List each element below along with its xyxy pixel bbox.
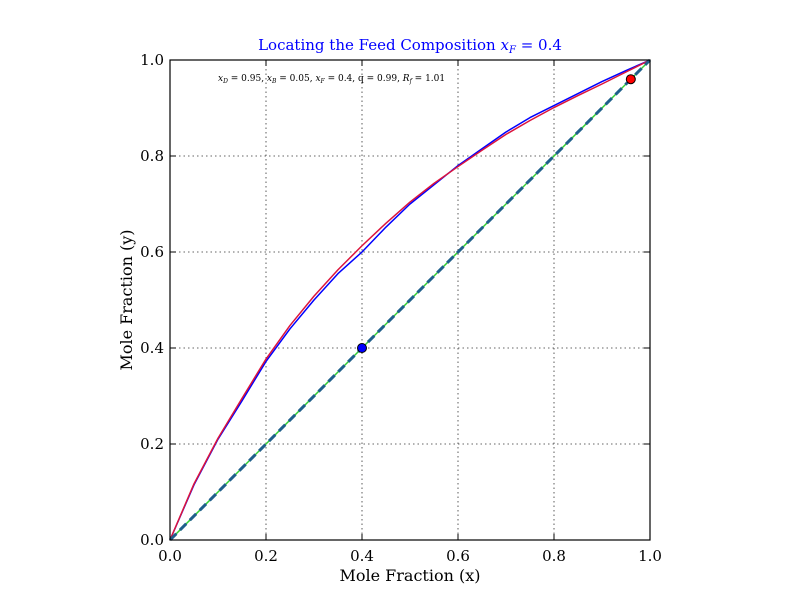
series-line-4: [168, 58, 652, 542]
y-axis-label: Mole Fraction (y): [117, 229, 136, 370]
y-tick-label: 0.8: [140, 147, 164, 165]
plot-frame: [169, 59, 651, 541]
chart-title-value: = 0.4: [516, 36, 562, 54]
y-tick-label: 0.2: [140, 435, 164, 453]
annotation-rf-value: = 1.01: [412, 74, 445, 84]
chart-title-math: x: [501, 36, 510, 54]
chart-title: Locating the Feed Composition xF = 0.4: [258, 36, 562, 56]
chart-title-math-sub: F: [508, 45, 517, 56]
y-tick-label: 1.0: [140, 51, 164, 69]
y-tick-label: 0.0: [140, 531, 164, 549]
annotation-xf-value: = 0.4, q = 0.99,: [325, 74, 403, 84]
y-tick-label: 0.4: [140, 339, 164, 357]
series-line-2: [169, 59, 651, 541]
chart-title-text: Locating the Feed Composition: [258, 36, 496, 54]
y-tick-label: 0.6: [140, 243, 164, 261]
x-tick-label: 1.0: [638, 547, 662, 565]
x-tick-label: 0.0: [158, 547, 182, 565]
marker-point-2: [625, 74, 636, 85]
series-line-1: [169, 59, 651, 541]
x-tick-label: 0.4: [350, 547, 374, 565]
x-tick-label: 0.6: [446, 547, 470, 565]
marker-point-1: [357, 343, 367, 353]
annotation-xd-value: = 0.95,: [228, 74, 267, 84]
series-group: [168, 58, 652, 542]
annotation-xb-value: = 0.05,: [276, 74, 315, 84]
x-tick-label: 0.2: [254, 547, 278, 565]
parameters-annotation: xD = 0.95, xB = 0.05, xF = 0.4, q = 0.99…: [218, 74, 445, 85]
ticks: 0.0 0.2 0.4 0.6 0.8 1.0 0.0 0.2 0.4 0.6 0.8 1.0: [140, 51, 662, 565]
x-axis-label: Mole Fraction (x): [339, 566, 480, 585]
x-tick-label: 0.8: [542, 547, 566, 565]
marker-group: [357, 74, 636, 353]
